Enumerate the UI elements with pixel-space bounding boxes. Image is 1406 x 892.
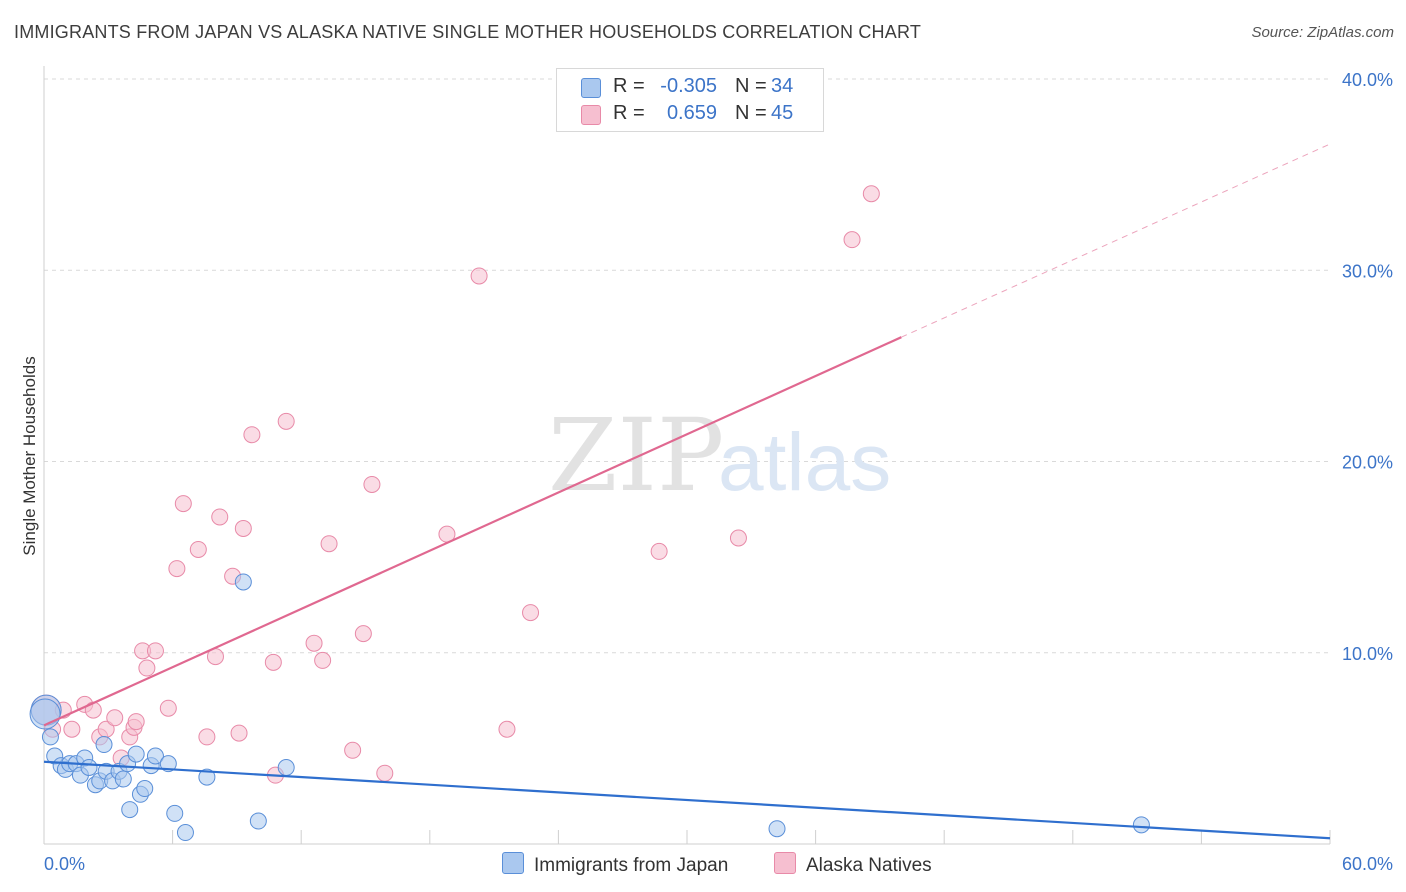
alaska-point — [650, 542, 668, 560]
alaska-point — [729, 529, 747, 547]
watermark: ZIP atlas — [548, 397, 891, 514]
legend-r-label: R = — [613, 75, 645, 97]
japan-point — [95, 736, 113, 754]
y-tick-label: 30.0% — [1342, 261, 1393, 281]
alaska-point — [498, 720, 516, 738]
y-axis-label: Single Mother Households — [20, 356, 39, 555]
source-note: Source: ZipAtlas.com — [1251, 24, 1394, 41]
y-tick-label: 10.0% — [1342, 644, 1393, 664]
alaska-point — [168, 560, 186, 578]
legend-row-japan: R = -0.305 N = 34 — [557, 75, 823, 101]
japan-point — [176, 824, 194, 842]
alaska-point — [106, 709, 124, 727]
japan-point — [249, 812, 267, 830]
y-tick-labels: 10.0% 20.0% 30.0% 40.0% — [1342, 70, 1393, 664]
alaska-point — [264, 653, 282, 671]
x-tick-label-min: 0.0% — [44, 854, 85, 874]
watermark-zip: ZIP — [548, 397, 724, 514]
alaska-trend-extension — [901, 143, 1331, 338]
japan-point — [114, 770, 132, 788]
alaska-point — [305, 634, 323, 652]
legend-row-alaska: R = 0.659 N = 45 — [557, 102, 823, 128]
bottom-legend-alaska: Alaska Natives — [774, 852, 932, 877]
bottom-legend-label-japan: Immigrants from Japan — [534, 855, 729, 876]
alaska-point — [138, 659, 156, 677]
legend-r-value: -0.305 — [660, 75, 717, 97]
watermark-atlas: atlas — [718, 417, 891, 508]
alaska-point — [843, 231, 861, 249]
alaska-point — [344, 741, 362, 759]
legend-n-value: 34 — [771, 75, 794, 97]
legend-swatch-japan — [581, 78, 601, 98]
alaska-point — [314, 651, 332, 669]
alaska-point — [376, 764, 394, 782]
japan-point — [159, 755, 177, 773]
japan-trend-line — [43, 760, 1331, 840]
bottom-legend-label-alaska: Alaska Natives — [806, 855, 932, 876]
japan-point — [198, 768, 216, 786]
alaska-point — [174, 495, 192, 513]
japan-point — [1132, 816, 1150, 834]
alaska-point — [211, 508, 229, 526]
alaska-point — [234, 519, 252, 537]
alaska-point — [354, 625, 372, 643]
japan-point — [234, 573, 252, 591]
alaska-point — [522, 604, 540, 622]
legend-n-label: N = — [735, 102, 767, 124]
alaska-point — [243, 426, 261, 444]
alaska-point — [230, 724, 248, 742]
x-tick-label-max: 60.0% — [1342, 854, 1393, 874]
trend-layer — [43, 143, 1331, 840]
legend-n-value: 45 — [771, 102, 794, 124]
chart-title: IMMIGRANTS FROM JAPAN VS ALASKA NATIVE S… — [14, 22, 922, 42]
japan-point — [80, 759, 98, 776]
legend-r-value: 0.659 — [666, 102, 717, 124]
alaska-point — [363, 475, 381, 493]
alaska-point — [198, 728, 216, 746]
japan-point — [768, 820, 786, 838]
alaska-point — [320, 535, 338, 553]
alaska-point — [63, 720, 81, 738]
y-tick-label: 40.0% — [1342, 70, 1393, 90]
grid-layer — [44, 78, 1330, 654]
bottom-legend-swatch-alaska — [774, 852, 796, 874]
alaska-point — [862, 185, 880, 203]
legend-r-label: R = — [613, 102, 645, 124]
correlation-legend: R = -0.305 N = 34 R = 0.659 N = 45 — [556, 68, 824, 132]
alaska-point — [146, 642, 164, 660]
japan-point — [136, 780, 154, 798]
alaska-point — [127, 713, 145, 731]
alaska-point — [159, 699, 177, 717]
japan-point — [121, 801, 139, 819]
japan-point — [41, 728, 59, 746]
legend-swatch-alaska — [581, 105, 601, 125]
alaska-point — [277, 412, 295, 430]
japan-point — [277, 759, 295, 776]
japan-point — [127, 745, 145, 763]
alaska-trend-line — [43, 336, 902, 727]
y-tick-label: 20.0% — [1342, 453, 1393, 473]
bottom-legend-japan: Immigrants from Japan — [502, 852, 728, 877]
japan-point — [146, 747, 164, 765]
alaska-point — [189, 540, 207, 558]
japan-point — [166, 804, 184, 822]
legend-n-label: N = — [735, 75, 767, 97]
alaska-point — [470, 267, 488, 285]
bottom-legend-swatch-japan — [502, 852, 524, 874]
